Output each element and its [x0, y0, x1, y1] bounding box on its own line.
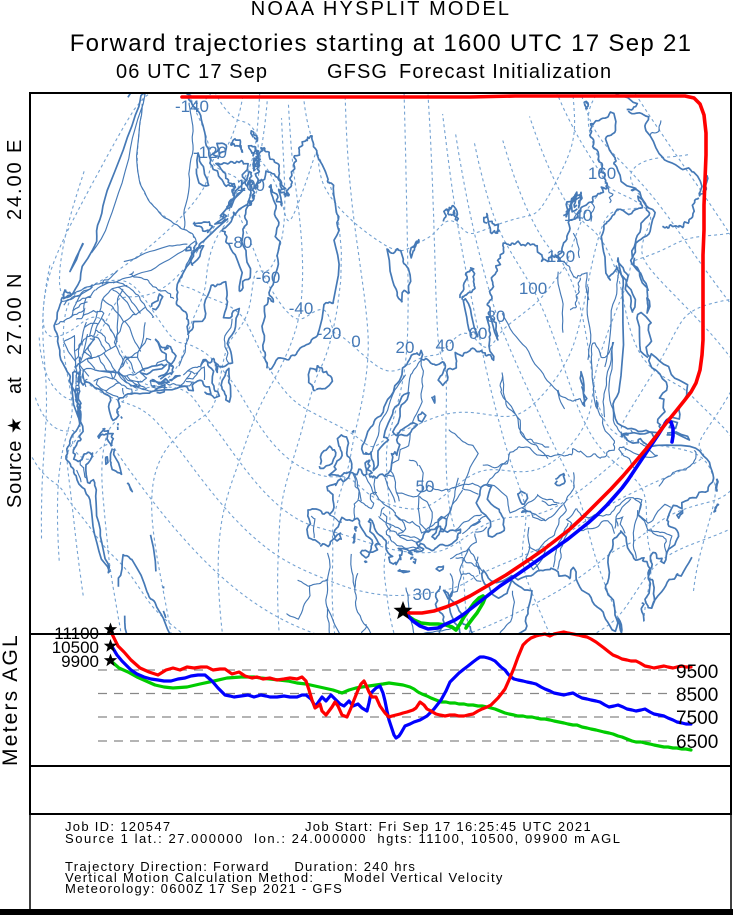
svg-text:30: 30 [413, 585, 432, 604]
svg-text:9500: 9500 [676, 662, 718, 683]
svg-text:Meteorology: 0600Z 17 Sep 2021: Meteorology: 0600Z 17 Sep 2021 - GFS [65, 881, 343, 896]
svg-text:Forecast Initialization: Forecast Initialization [399, 61, 612, 83]
svg-text:Forward trajectories starting: Forward trajectories starting at 1600 UT… [70, 30, 693, 57]
svg-text:-80: -80 [228, 233, 253, 252]
svg-text:160: 160 [588, 164, 616, 183]
svg-text:Job ID: 120547: Job ID: 120547 [65, 819, 171, 834]
svg-text:Meters AGL: Meters AGL [0, 633, 22, 766]
svg-text:★: ★ [5, 417, 26, 434]
svg-text:120: 120 [547, 247, 575, 266]
svg-text:27.00 N: 27.00 N [4, 272, 26, 355]
svg-text:-120: -120 [193, 143, 227, 162]
svg-text:20: 20 [396, 338, 415, 357]
svg-text:-140: -140 [175, 97, 209, 116]
svg-text:40: 40 [436, 336, 455, 355]
svg-text:50: 50 [416, 477, 435, 496]
svg-text:06 UTC 17 Sep: 06 UTC 17 Sep [116, 61, 268, 83]
svg-text:Job Start: Fri Sep 17 16:25:45: Job Start: Fri Sep 17 16:25:45 UTC 2021 [305, 819, 592, 834]
svg-text:6500: 6500 [676, 732, 718, 753]
svg-text:60: 60 [469, 324, 488, 343]
svg-text:-20: -20 [317, 324, 342, 343]
svg-text:7500: 7500 [676, 708, 718, 729]
svg-text:140: 140 [564, 206, 592, 225]
svg-text:Source 1 lat.: 27.000000 lon.: Source 1 lat.: 27.000000 lon.: 24.000000… [65, 831, 622, 846]
svg-text:-40: -40 [289, 299, 314, 318]
svg-text:Vertical Motion Calculation Me: Vertical Motion Calculation Method: Mode… [65, 870, 504, 885]
svg-text:24.00 E: 24.00 E [4, 138, 26, 220]
svg-text:Source: Source [4, 440, 26, 508]
svg-text:-60: -60 [256, 268, 281, 287]
svg-text:100: 100 [519, 279, 547, 298]
svg-text:80: 80 [487, 307, 506, 326]
svg-text:9900: 9900 [61, 652, 99, 671]
svg-text:-100: -100 [231, 176, 265, 195]
svg-text:Trajectory Direction: Forward: Trajectory Direction: Forward Duration: … [65, 859, 416, 874]
svg-text:at: at [4, 377, 26, 394]
svg-text:10500: 10500 [52, 638, 99, 657]
svg-text:GFSG: GFSG [327, 61, 388, 83]
svg-text:NOAA HYSPLIT MODEL: NOAA HYSPLIT MODEL [251, 0, 511, 20]
svg-text:8500: 8500 [676, 685, 718, 706]
svg-text:0: 0 [351, 332, 360, 351]
